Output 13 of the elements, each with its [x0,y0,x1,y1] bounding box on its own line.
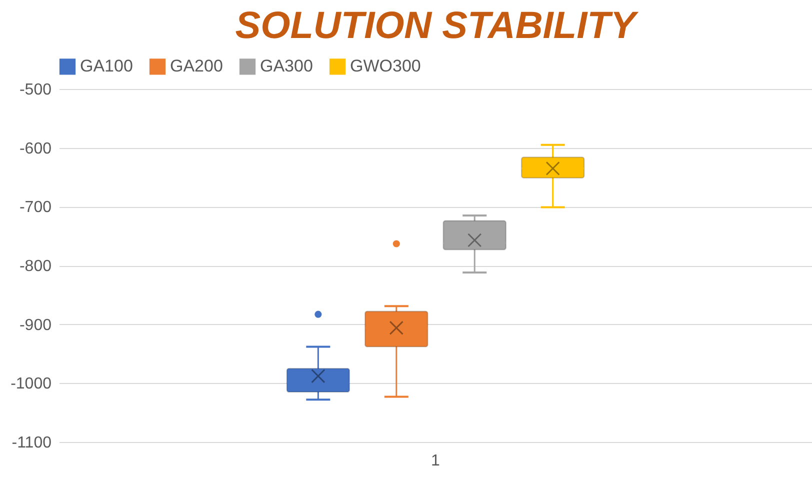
y-tick-label: -1100 [12,434,52,452]
legend-label: GA100 [80,56,133,76]
y-tick-label: -600 [19,140,52,158]
y-tick-label: -700 [19,199,52,216]
y-tick-label: -1000 [10,376,52,393]
legend-label: GA200 [170,56,223,76]
x-tick-label: 1 [431,452,440,470]
y-tick-label: -800 [19,258,52,275]
y-tick-label: -900 [19,316,52,334]
y-tick-label: -500 [19,82,52,98]
legend-label: GA300 [260,56,313,76]
legend-label: GWO300 [350,56,421,76]
chart-title: SOLUTION STABILITY [235,5,640,47]
